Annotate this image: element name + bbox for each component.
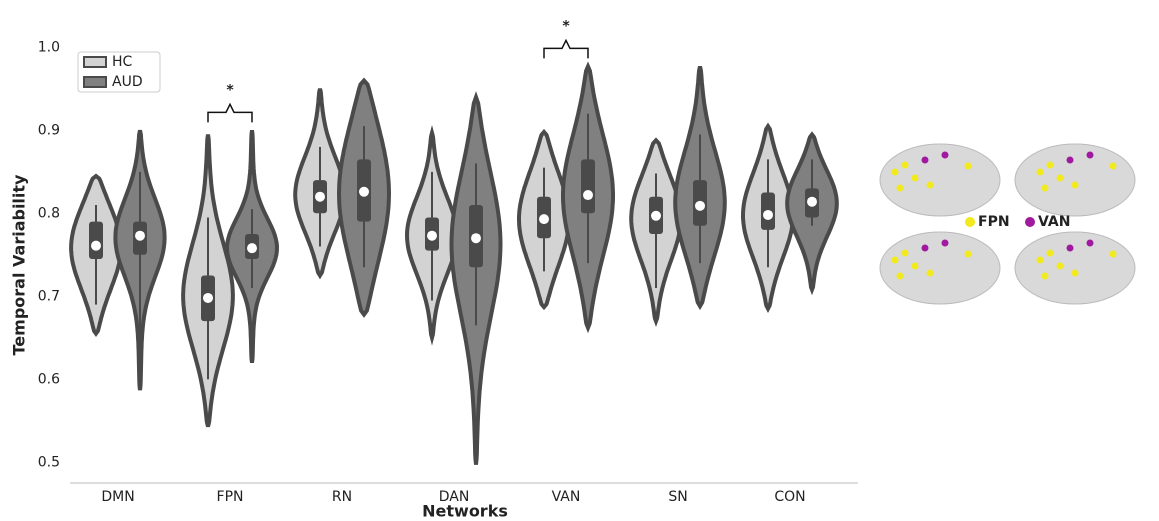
median (247, 243, 257, 254)
bracket (207, 102, 253, 123)
brain-dot (1109, 162, 1117, 170)
brain-dot (1071, 269, 1079, 277)
brain-dot (911, 174, 919, 182)
legend-label: HC (112, 54, 133, 70)
brain-inset: FPN VAN (879, 143, 1136, 305)
brain-dot (1056, 262, 1064, 270)
box (89, 221, 103, 259)
legend-swatch (83, 56, 107, 68)
brain-dot (964, 162, 972, 170)
significance-star: * (226, 82, 234, 98)
brain-dot (1071, 181, 1079, 189)
brain-dot (1041, 272, 1049, 280)
x-tick-label: CON (774, 489, 805, 505)
median (763, 209, 773, 220)
median (651, 210, 661, 221)
brain-dot (891, 256, 899, 264)
brain-dot (1036, 256, 1044, 264)
x-tick-label: FPN (217, 489, 244, 505)
box (581, 159, 595, 214)
brain-dot (901, 249, 909, 257)
brain-dot (1066, 156, 1074, 164)
brain-legend-label: VAN (1038, 214, 1070, 230)
median (807, 196, 817, 207)
median (427, 230, 437, 241)
median (315, 191, 325, 202)
legend: HC AUD (77, 51, 161, 93)
median (359, 186, 369, 197)
y-tick-label: 0.7 (38, 288, 60, 304)
brain (879, 143, 1001, 217)
median (583, 190, 593, 201)
legend-swatch (83, 76, 107, 88)
brain-dot (926, 269, 934, 277)
y-tick-label: 0.8 (38, 205, 60, 221)
brain-dot (1086, 239, 1094, 247)
median (91, 240, 101, 251)
brain (879, 231, 1001, 305)
brain-dot (1046, 249, 1054, 257)
y-tick-label: 0.5 (38, 454, 60, 470)
brain-dot (896, 184, 904, 192)
brain-dot (1041, 184, 1049, 192)
brain-dot (891, 168, 899, 176)
x-tick-label: VAN (552, 489, 581, 505)
brain-dot (926, 181, 934, 189)
median (135, 230, 145, 241)
median (471, 233, 481, 244)
bracket (543, 38, 589, 59)
brain-dot (1066, 244, 1074, 252)
brain-dot (1109, 250, 1117, 258)
brain (1014, 231, 1136, 305)
brain-dot (901, 161, 909, 169)
brain-dot (1086, 151, 1094, 159)
y-tick-label: 0.6 (38, 371, 60, 387)
legend-label: AUD (112, 74, 143, 90)
brain-legend-dot (1025, 217, 1035, 227)
brain-dot (1046, 161, 1054, 169)
brain-dot (1036, 168, 1044, 176)
median (203, 292, 213, 303)
brain-legend-dot (965, 217, 975, 227)
x-tick-label: DAN (439, 489, 470, 505)
x-tick-label: RN (332, 489, 352, 505)
brain-legend-label: FPN (978, 214, 1010, 230)
median (539, 214, 549, 225)
x-tick-label: DMN (101, 489, 134, 505)
x-axis-title: Networks (422, 502, 508, 521)
brain-dot (911, 262, 919, 270)
y-tick-label: 0.9 (38, 122, 60, 138)
y-tick-label: 1.0 (38, 39, 60, 55)
significance-star: * (562, 18, 570, 34)
median (695, 200, 705, 211)
y-axis-title: Temporal Variability (10, 174, 29, 356)
brain-dot (896, 272, 904, 280)
brain-dot (1056, 174, 1064, 182)
brain-dot (921, 156, 929, 164)
x-tick-label: SN (668, 489, 687, 505)
brain (1014, 143, 1136, 217)
brain-dot (941, 151, 949, 159)
brain-dot (921, 244, 929, 252)
brain-dot (964, 250, 972, 258)
brain-dot (941, 239, 949, 247)
